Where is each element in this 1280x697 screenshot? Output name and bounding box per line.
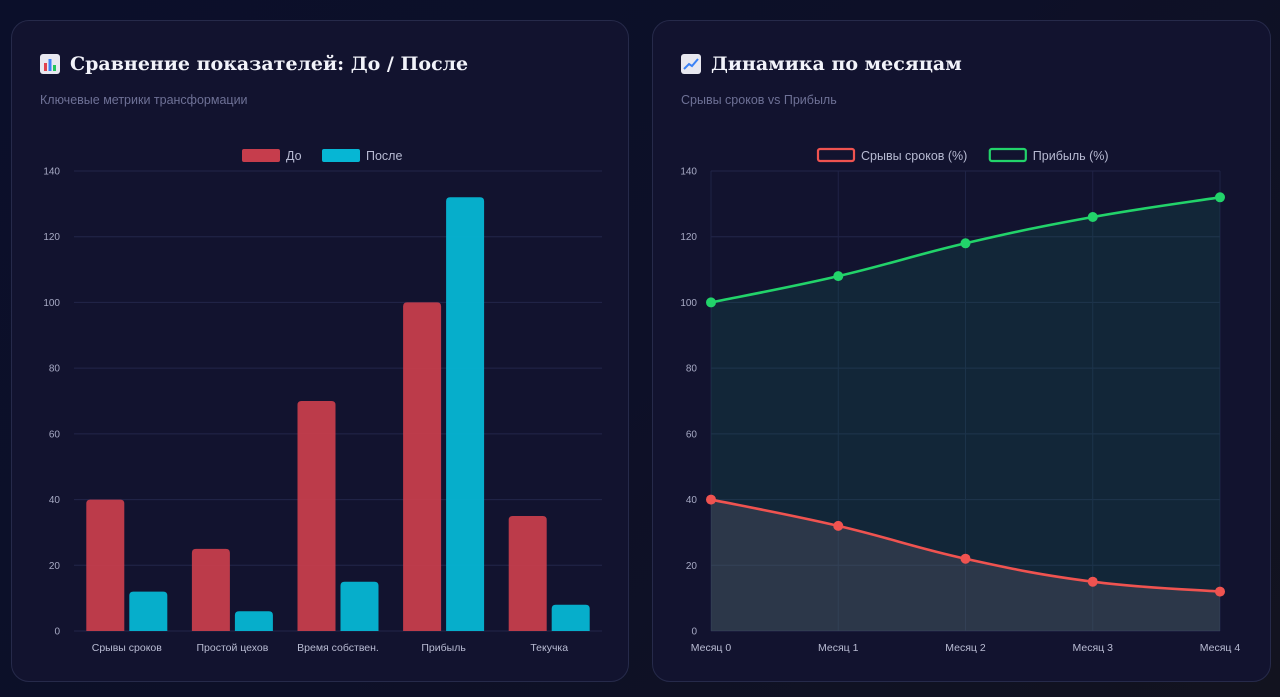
y-tick-label: 60: [686, 429, 698, 440]
y-tick-label: 40: [686, 495, 698, 506]
bar: [446, 197, 485, 632]
x-category-label: Прибыль: [421, 642, 466, 654]
bar: [551, 604, 590, 631]
y-tick-label: 100: [680, 298, 697, 309]
data-point: [960, 238, 971, 249]
bar: [86, 499, 125, 631]
bar: [191, 548, 230, 631]
line-chart: 0 20 40 60 80 100 120 140 Месяц 0 Месяц 1 Месяц 2 М…: [680, 147, 1241, 654]
bar-chart-title-text: Сравнение показателей: До / После: [70, 53, 469, 75]
bar: [129, 591, 168, 631]
data-point: [833, 271, 844, 282]
data-point: [706, 494, 716, 505]
y-tick-label: 80: [49, 364, 61, 375]
x-category-label: Текучка: [530, 642, 568, 654]
y-tick-label: 20: [49, 561, 61, 572]
y-tick-label: 0: [691, 627, 697, 638]
line-chart-title-text: Динамика по месяцам: [711, 53, 962, 75]
y-tick-label: 140: [43, 167, 60, 178]
bar: [403, 302, 442, 631]
legend-swatch: [816, 147, 856, 163]
y-tick-label: 40: [49, 495, 61, 506]
y-tick-label: 120: [43, 232, 60, 243]
x-category-label: Срывы сроков: [92, 642, 162, 654]
x-category-label: Простой цехов: [196, 642, 268, 654]
y-tick-label: 140: [680, 167, 697, 178]
y-tick-label: 100: [43, 298, 60, 309]
line-chart-title: Динамика по месяцам: [681, 53, 962, 75]
legend-swatch: [988, 147, 1027, 163]
legend-swatch: [242, 149, 280, 162]
bar: [340, 581, 379, 631]
y-tick-label: 60: [49, 429, 61, 440]
data-point: [1087, 212, 1098, 222]
legend-swatch: [322, 149, 360, 162]
data-point: [1215, 586, 1225, 597]
y-tick-label: 0: [54, 627, 60, 638]
legend-label: До: [286, 149, 302, 163]
data-point: [1215, 192, 1225, 203]
x-category-label: Месяц 4: [1200, 642, 1241, 654]
y-tick-label: 80: [686, 364, 698, 375]
bar-chart-icon: [40, 54, 60, 74]
bar: [508, 516, 547, 631]
y-tick-label: 20: [686, 561, 698, 572]
bar-chart-subtitle: Ключевые метрики трансформации: [40, 93, 248, 107]
line-chart-icon: [681, 54, 701, 74]
bar-chart: 0 20 40 60 80 100 120 140 Срывы сроков Простой це…: [43, 149, 602, 654]
x-category-label: Месяц 0: [691, 642, 732, 654]
legend-label: После: [366, 149, 402, 163]
y-tick-label: 120: [680, 232, 697, 243]
data-point: [706, 297, 716, 308]
line-chart-subtitle: Срывы сроков vs Прибыль: [681, 93, 837, 107]
line-chart-card: Динамика по месяцам Срывы сроков vs Приб…: [652, 20, 1271, 682]
bar-chart-card: Сравнение показателей: До / После Ключев…: [11, 20, 629, 682]
data-point: [960, 553, 971, 564]
x-category-label: Месяц 1: [818, 642, 859, 654]
data-point: [833, 520, 844, 531]
area-fill: [711, 499, 1220, 631]
x-category-label: Месяц 3: [1073, 642, 1114, 654]
bar: [234, 611, 273, 631]
x-category-label: Месяц 2: [945, 642, 986, 654]
data-point: [1087, 576, 1098, 587]
bar-chart-title: Сравнение показателей: До / После: [40, 53, 468, 75]
x-category-label: Время собствен.: [297, 642, 379, 654]
legend-label: Прибыль (%): [1033, 149, 1109, 163]
legend-label: Срывы сроков (%): [861, 149, 967, 163]
bar: [297, 401, 336, 631]
